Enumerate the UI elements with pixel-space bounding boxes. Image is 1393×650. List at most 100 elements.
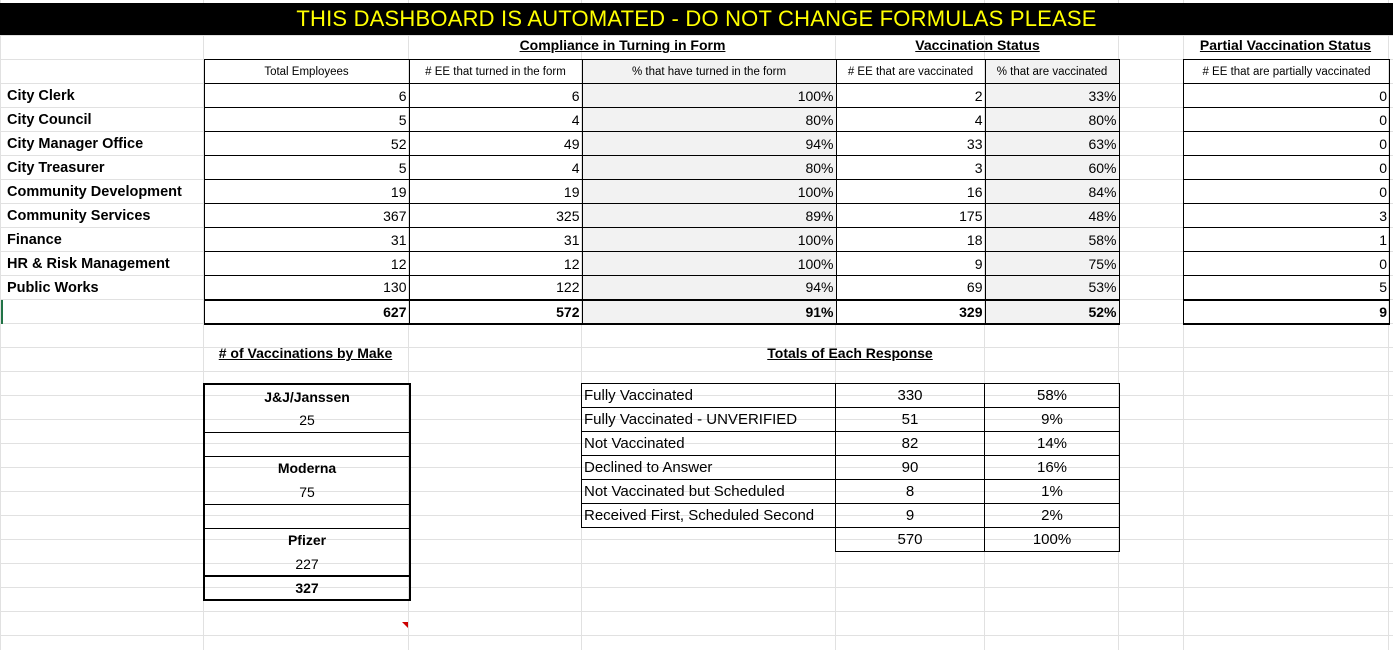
department-name[interactable]: Finance xyxy=(7,231,62,248)
pct-turned-in-sum[interactable]: 91% xyxy=(581,298,837,325)
make-count[interactable]: 25 xyxy=(203,408,411,432)
department-name[interactable]: City Treasurer xyxy=(7,159,105,176)
ee-partial-sum[interactable]: 9 xyxy=(1183,298,1390,325)
response-pct[interactable]: 2% xyxy=(984,503,1120,528)
response-label[interactable]: Not Vaccinated but Scheduled xyxy=(581,479,836,504)
ee-vaccinated-cell[interactable]: 9 xyxy=(835,251,986,276)
col-ee-partial[interactable]: # EE that are partially vaccinated xyxy=(1183,59,1390,84)
blank-cell[interactable] xyxy=(2,60,204,84)
pct-turned-in-cell[interactable]: 80% xyxy=(581,155,837,180)
blank-cell[interactable] xyxy=(582,528,836,552)
ee-vaccinated-cell[interactable]: 4 xyxy=(835,107,986,132)
total-employees-cell[interactable]: 5 xyxy=(203,155,410,180)
total-employees-cell[interactable]: 130 xyxy=(203,275,410,300)
response-count[interactable]: 90 xyxy=(835,455,985,480)
totals-response-header[interactable]: Totals of Each Response xyxy=(767,345,933,361)
total-employees-sum[interactable]: 627 xyxy=(203,298,410,325)
pct-vaccinated-cell[interactable]: 58% xyxy=(984,227,1120,252)
ee-turned-in-sum[interactable]: 572 xyxy=(408,298,583,325)
ee-partial-cell[interactable]: 0 xyxy=(1183,251,1390,276)
ee-turned-in-cell[interactable]: 19 xyxy=(408,179,583,204)
ee-partial-cell[interactable]: 0 xyxy=(1183,131,1390,156)
pct-turned-in-cell[interactable]: 94% xyxy=(581,275,837,300)
ee-vaccinated-cell[interactable]: 16 xyxy=(835,179,986,204)
response-pct[interactable]: 58% xyxy=(984,383,1120,408)
col-total-employees[interactable]: Total Employees xyxy=(203,59,410,84)
by-make-header[interactable]: # of Vaccinations by Make xyxy=(218,345,393,361)
total-employees-cell[interactable]: 31 xyxy=(203,227,410,252)
col-pct-vaccinated[interactable]: % that are vaccinated xyxy=(984,59,1120,84)
ee-turned-in-cell[interactable]: 325 xyxy=(408,203,583,228)
ee-partial-cell[interactable]: 5 xyxy=(1183,275,1390,300)
partial-vaccination-header[interactable]: Partial Vaccination Status xyxy=(1199,37,1372,53)
col-ee-vaccinated[interactable]: # EE that are vaccinated xyxy=(835,59,986,84)
response-count[interactable]: 82 xyxy=(835,431,985,456)
response-pct[interactable]: 14% xyxy=(984,431,1120,456)
pct-vaccinated-cell[interactable]: 80% xyxy=(984,107,1120,132)
ee-vaccinated-cell[interactable]: 18 xyxy=(835,227,986,252)
response-label[interactable]: Fully Vaccinated xyxy=(581,383,836,408)
total-employees-cell[interactable]: 367 xyxy=(203,203,410,228)
response-pct-total[interactable]: 100% xyxy=(984,527,1120,552)
blank-cell[interactable] xyxy=(203,431,411,456)
department-name[interactable]: Community Services xyxy=(7,207,151,224)
department-name[interactable]: City Council xyxy=(7,111,92,128)
response-count[interactable]: 8 xyxy=(835,479,985,504)
total-employees-cell[interactable]: 52 xyxy=(203,131,410,156)
pct-turned-in-cell[interactable]: 100% xyxy=(581,227,837,252)
pct-vaccinated-cell[interactable]: 33% xyxy=(984,83,1120,108)
total-employees-cell[interactable]: 5 xyxy=(203,107,410,132)
pct-vaccinated-cell[interactable]: 63% xyxy=(984,131,1120,156)
total-employees-cell[interactable]: 6 xyxy=(203,83,410,108)
response-count[interactable]: 51 xyxy=(835,407,985,432)
ee-vaccinated-cell[interactable]: 175 xyxy=(835,203,986,228)
response-count[interactable]: 9 xyxy=(835,503,985,528)
response-label[interactable]: Received First, Scheduled Second xyxy=(581,503,836,528)
department-name[interactable]: HR & Risk Management xyxy=(7,255,170,272)
ee-vaccinated-cell[interactable]: 69 xyxy=(835,275,986,300)
total-employees-cell[interactable]: 12 xyxy=(203,251,410,276)
ee-turned-in-cell[interactable]: 12 xyxy=(408,251,583,276)
ee-turned-in-cell[interactable]: 122 xyxy=(408,275,583,300)
col-pct-turned-in[interactable]: % that have turned in the form xyxy=(581,59,837,84)
make-name[interactable]: Pfizer xyxy=(203,527,411,552)
col-ee-turned-in[interactable]: # EE that turned in the form xyxy=(408,59,583,84)
response-count[interactable]: 330 xyxy=(835,383,985,408)
blank-cell[interactable] xyxy=(203,503,411,528)
ee-turned-in-cell[interactable]: 4 xyxy=(408,155,583,180)
response-label[interactable]: Declined to Answer xyxy=(581,455,836,480)
ee-vaccinated-cell[interactable]: 2 xyxy=(835,83,986,108)
vaccination-status-header[interactable]: Vaccination Status xyxy=(915,37,1040,53)
response-pct[interactable]: 9% xyxy=(984,407,1120,432)
ee-vaccinated-cell[interactable]: 3 xyxy=(835,155,986,180)
pct-turned-in-cell[interactable]: 100% xyxy=(581,83,837,108)
pct-vaccinated-cell[interactable]: 84% xyxy=(984,179,1120,204)
pct-turned-in-cell[interactable]: 100% xyxy=(581,251,837,276)
ee-turned-in-cell[interactable]: 6 xyxy=(408,83,583,108)
pct-turned-in-cell[interactable]: 100% xyxy=(581,179,837,204)
make-count[interactable]: 227 xyxy=(203,552,411,576)
automation-banner[interactable]: THIS DASHBOARD IS AUTOMATED - DO NOT CHA… xyxy=(0,3,1393,35)
pct-vaccinated-cell[interactable]: 60% xyxy=(984,155,1120,180)
response-label[interactable]: Fully Vaccinated - UNVERIFIED xyxy=(581,407,836,432)
ee-partial-cell[interactable]: 3 xyxy=(1183,203,1390,228)
response-pct[interactable]: 16% xyxy=(984,455,1120,480)
comment-indicator[interactable] xyxy=(402,622,408,628)
pct-vaccinated-sum[interactable]: 52% xyxy=(984,298,1120,325)
ee-vaccinated-cell[interactable]: 33 xyxy=(835,131,986,156)
ee-partial-cell[interactable]: 0 xyxy=(1183,83,1390,108)
make-name[interactable]: Moderna xyxy=(203,455,411,480)
ee-turned-in-cell[interactable]: 49 xyxy=(408,131,583,156)
ee-turned-in-cell[interactable]: 31 xyxy=(408,227,583,252)
pct-vaccinated-cell[interactable]: 75% xyxy=(984,251,1120,276)
make-total[interactable]: 327 xyxy=(203,575,411,600)
ee-partial-cell[interactable]: 0 xyxy=(1183,179,1390,204)
department-name[interactable]: City Manager Office xyxy=(7,135,144,152)
pct-turned-in-cell[interactable]: 94% xyxy=(581,131,837,156)
response-count-total[interactable]: 570 xyxy=(835,527,985,552)
ee-vaccinated-sum[interactable]: 329 xyxy=(835,298,986,325)
blank-cell[interactable] xyxy=(1,299,204,324)
pct-vaccinated-cell[interactable]: 53% xyxy=(984,275,1120,300)
department-name[interactable]: Community Development xyxy=(7,183,182,200)
total-employees-cell[interactable]: 19 xyxy=(203,179,410,204)
